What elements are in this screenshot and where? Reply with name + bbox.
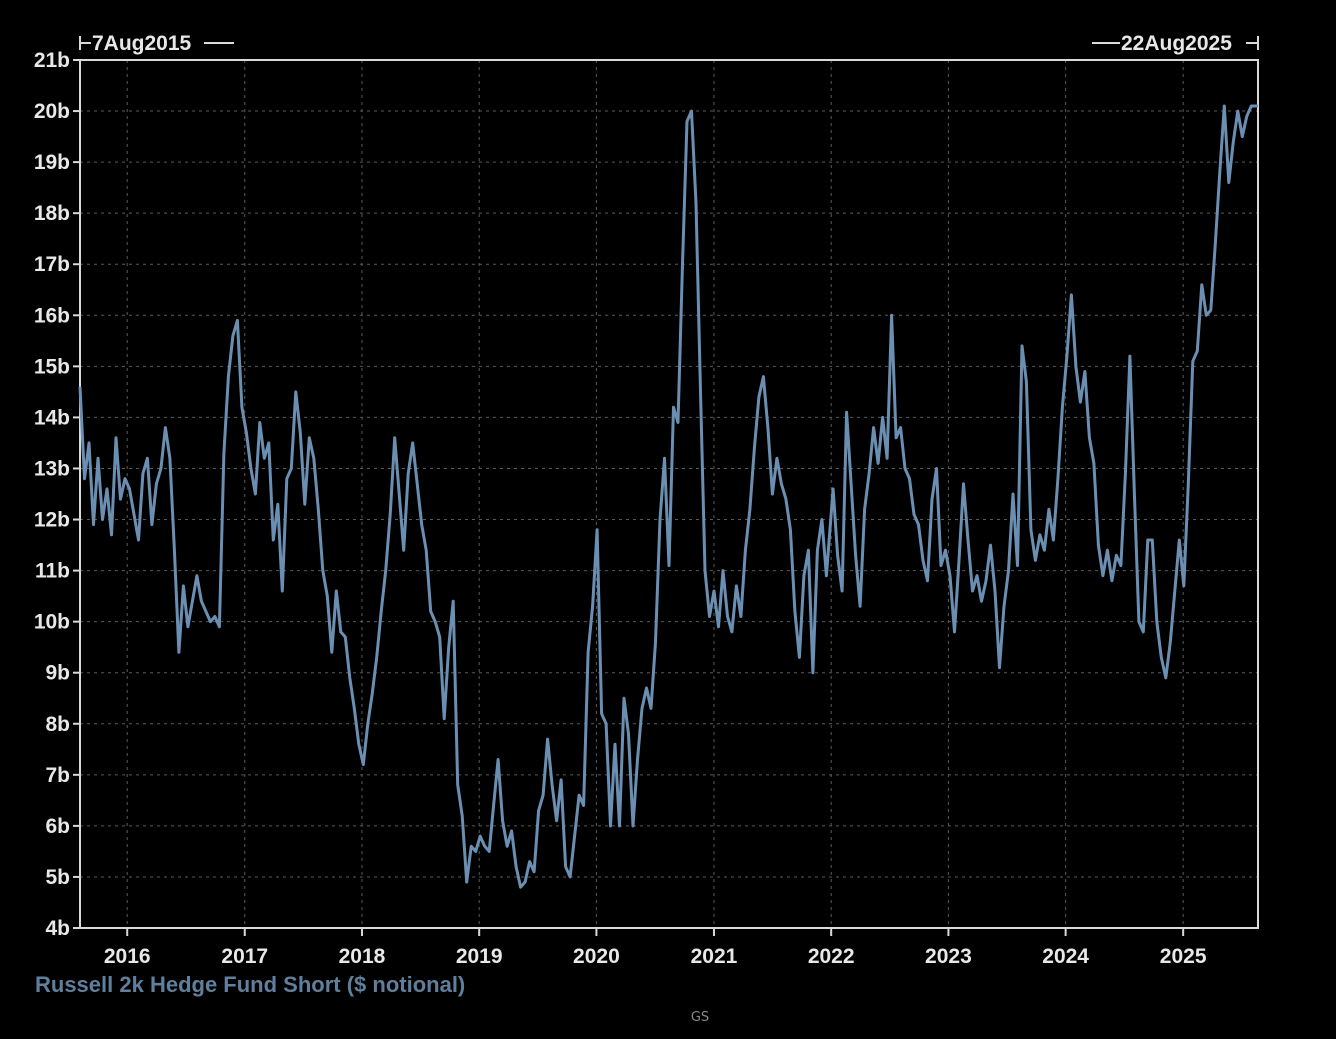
y-tick-label: 16b	[34, 304, 70, 327]
x-tick-label: 2023	[925, 945, 972, 968]
x-tick-label: 2022	[808, 945, 855, 968]
y-tick-label: 12b	[34, 509, 70, 532]
source-label: GS	[691, 1010, 709, 1025]
y-tick-label: 20b	[34, 100, 70, 123]
y-tick-label: 14b	[34, 406, 70, 429]
series-line	[78, 104, 1258, 889]
y-tick-label: 17b	[34, 253, 70, 276]
y-tick-label: 19b	[34, 151, 70, 174]
series-layer	[78, 104, 1258, 889]
x-tick-label: 2025	[1160, 945, 1207, 968]
y-tick-label: 7b	[45, 764, 70, 787]
y-tick-label: 13b	[34, 457, 70, 480]
range-end-label: 22Aug2025	[1121, 32, 1232, 55]
y-tick-label: 8b	[45, 713, 70, 736]
y-tick-label: 21b	[34, 49, 70, 72]
y-tick-label: 10b	[34, 611, 70, 634]
x-tick-label: 2021	[691, 945, 738, 968]
x-tick-label: 2017	[221, 945, 268, 968]
y-tick-label: 11b	[35, 560, 70, 583]
y-tick-label: 6b	[45, 815, 70, 838]
range-start-marker: 7Aug2015	[79, 32, 234, 55]
range-end-marker: 22Aug2025	[1092, 32, 1259, 55]
y-tick-label: 9b	[45, 662, 70, 685]
range-start-label: 7Aug2015	[92, 32, 192, 55]
gridlines	[80, 60, 1258, 928]
y-tick-label: 15b	[34, 355, 70, 378]
y-tick-label: 18b	[34, 202, 70, 225]
x-tick-label: 2024	[1042, 945, 1089, 968]
x-tick-label: 2019	[456, 945, 503, 968]
y-tick-label: 5b	[45, 866, 70, 889]
y-axis: 4b 5b 6b 7b 8b 9b 10b 11b 12b 13b 14b 15b 16b 17b 18b 1…	[34, 49, 80, 940]
x-tick-label: 2020	[573, 945, 620, 968]
x-tick-label: 2018	[339, 945, 386, 968]
x-tick-label: 2016	[104, 945, 151, 968]
y-tick-label: 4b	[45, 917, 70, 940]
x-axis: 2016 2017 2018 2019 2020 2021 2022 2023 2024 2025	[104, 928, 1207, 968]
plot-frame	[79, 59, 1259, 929]
legend-series-label: Russell 2k Hedge Fund Short ($ notional)	[35, 972, 465, 997]
